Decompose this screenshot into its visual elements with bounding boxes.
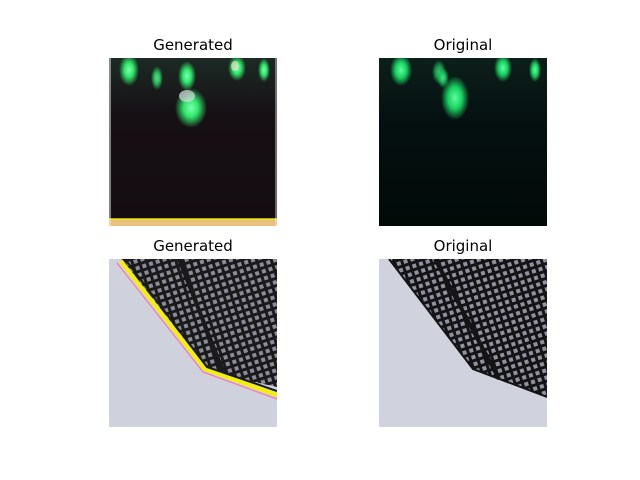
panel-title: Original — [433, 237, 493, 255]
panel-title: Generated — [153, 36, 233, 54]
original-building-image — [379, 259, 547, 427]
panel-original-cells: Original — [379, 36, 547, 226]
original-cells-image — [379, 58, 547, 226]
generated-building-image — [109, 259, 277, 427]
panel-generated-building: Generated — [109, 237, 277, 427]
panel-generated-cells: Generated — [109, 36, 277, 226]
generated-cells-image — [109, 58, 277, 226]
panel-title: Original — [433, 36, 493, 54]
panel-title: Generated — [153, 237, 233, 255]
panel-original-building: Original — [379, 237, 547, 427]
